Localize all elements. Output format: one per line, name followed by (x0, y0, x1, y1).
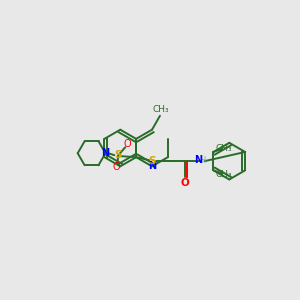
Text: N: N (101, 148, 110, 158)
Text: O: O (180, 178, 189, 188)
Text: N: N (194, 155, 202, 165)
Text: O: O (123, 139, 131, 149)
Text: H: H (199, 156, 206, 165)
Text: O: O (112, 162, 120, 172)
Text: S: S (148, 156, 156, 166)
Text: CH₃: CH₃ (153, 105, 169, 114)
Text: CH₃: CH₃ (215, 143, 232, 152)
Text: N: N (148, 161, 156, 171)
Text: CH₃: CH₃ (215, 170, 232, 179)
Text: S: S (115, 150, 122, 160)
